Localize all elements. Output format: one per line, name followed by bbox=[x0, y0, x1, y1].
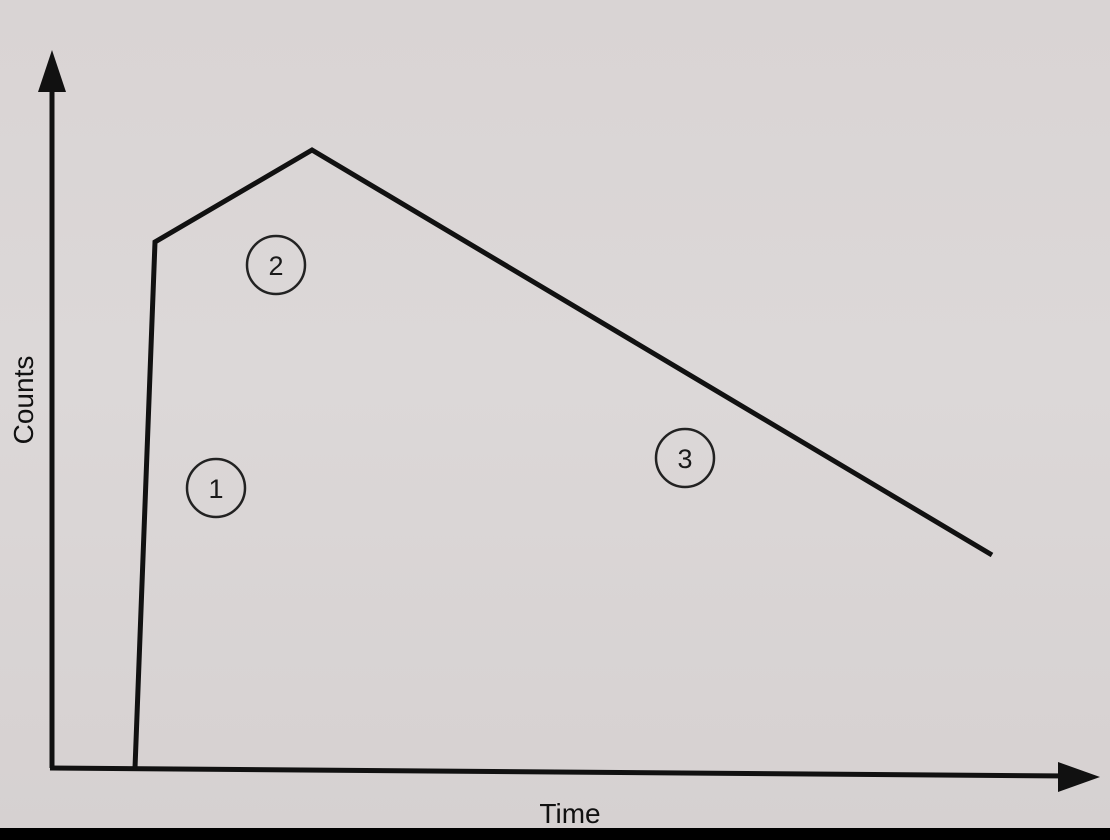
region-1-label: 1 bbox=[208, 474, 223, 504]
x-axis-arrowhead bbox=[1058, 762, 1100, 792]
time-activity-curve bbox=[132, 147, 994, 769]
region-2-label: 2 bbox=[268, 251, 283, 281]
region-3-label: 3 bbox=[677, 444, 692, 474]
x-axis-label: Time bbox=[539, 798, 600, 828]
y-axis-arrowhead bbox=[38, 50, 66, 92]
region-1-marker: 1 bbox=[185, 457, 247, 519]
region-3-marker: 3 bbox=[654, 427, 716, 489]
y-axis-label: Counts bbox=[8, 356, 39, 445]
region-2-marker: 2 bbox=[245, 234, 307, 296]
bottom-border bbox=[0, 828, 1110, 840]
x-axis-line bbox=[49, 765, 1071, 779]
